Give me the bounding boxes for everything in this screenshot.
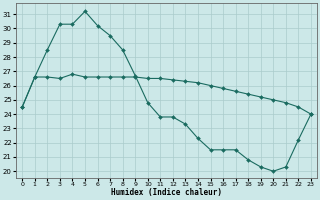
X-axis label: Humidex (Indice chaleur): Humidex (Indice chaleur) — [111, 188, 222, 197]
